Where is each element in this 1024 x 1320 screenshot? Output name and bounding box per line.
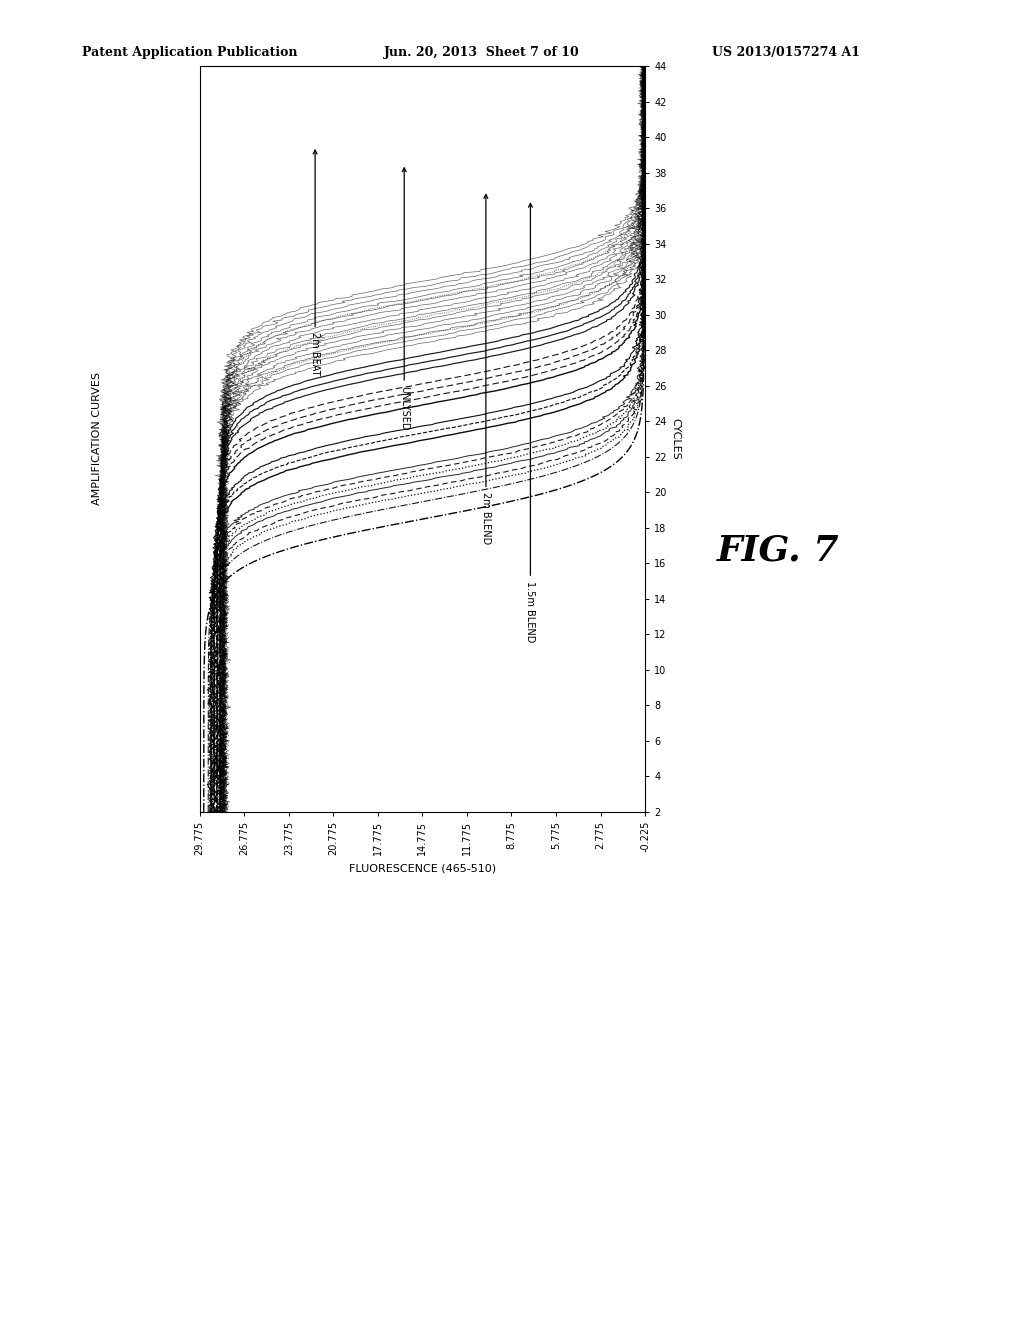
Text: Patent Application Publication: Patent Application Publication [82, 46, 297, 59]
Text: AMPLIFICATION CURVES: AMPLIFICATION CURVES [92, 372, 102, 506]
Text: 2m BLEND: 2m BLEND [481, 194, 490, 544]
Text: 1.5m BLEND: 1.5m BLEND [525, 203, 536, 643]
Text: 2m BEAT: 2m BEAT [310, 150, 321, 376]
Text: US 2013/0157274 A1: US 2013/0157274 A1 [712, 46, 860, 59]
Text: Jun. 20, 2013  Sheet 7 of 10: Jun. 20, 2013 Sheet 7 of 10 [384, 46, 580, 59]
Y-axis label: CYCLES: CYCLES [671, 418, 681, 459]
Text: UNLYSED: UNLYSED [399, 168, 410, 430]
X-axis label: FLUORESCENCE (465-510): FLUORESCENCE (465-510) [349, 863, 496, 874]
Text: FIG. 7: FIG. 7 [717, 533, 840, 568]
